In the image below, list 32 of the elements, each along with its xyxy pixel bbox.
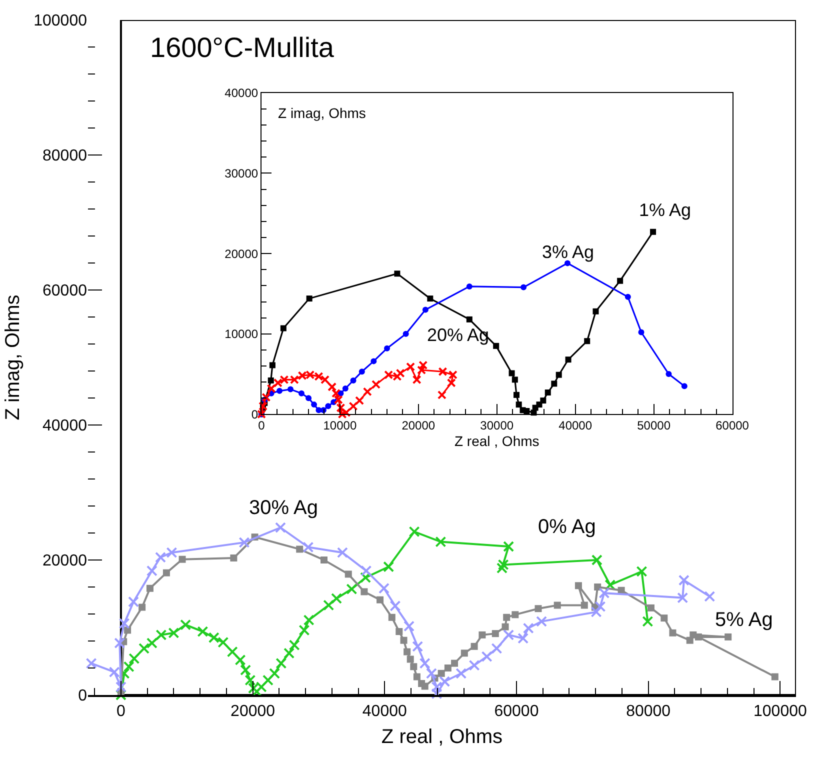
x-axis-title: Z real , Ohms [454,432,540,449]
annotation: 1% Ag [639,200,692,220]
annotation: 30% Ag [249,497,318,519]
x-tick-label: 50000 [637,418,671,433]
y-axis-title: Z imag, Ohms [2,294,24,420]
x-tick-label: 20000 [402,418,436,433]
annotation: 0% Ag [538,516,596,538]
x-axis-title: Z real , Ohms [381,726,503,748]
y-tick-label: 30000 [224,166,258,180]
y-tick-label: 100000 [34,12,88,30]
annotation: 3% Ag [542,242,594,262]
y-tick-label: 10000 [224,327,258,342]
x-tick-label: 0 [116,703,126,720]
x-tick-label: 40000 [362,703,407,720]
annotation: 5% Ag [715,609,773,631]
x-tick-label: 10000 [323,418,357,433]
x-tick-label: 80000 [626,703,671,720]
y-axis-title: Z imag, Ohms [278,105,366,121]
x-tick-label: 30000 [480,418,514,433]
chart-title: 1600°C-Mullita [150,32,334,63]
x-tick-label: 60000 [494,703,539,720]
y-tick-label: 60000 [42,282,88,300]
y-tick-label: 40000 [224,86,258,100]
x-tick-label: 40000 [558,418,592,433]
annotation: 20% Ag [427,325,490,345]
y-tick-label: 20000 [42,552,88,570]
y-tick-label: 0 [78,688,88,705]
y-tick-label: 80000 [42,148,88,165]
y-tick-label: 20000 [224,246,258,261]
x-tick-label: 60000 [716,418,750,433]
x-tick-label: 100000 [753,703,807,720]
y-tick-label: 0 [251,407,258,422]
